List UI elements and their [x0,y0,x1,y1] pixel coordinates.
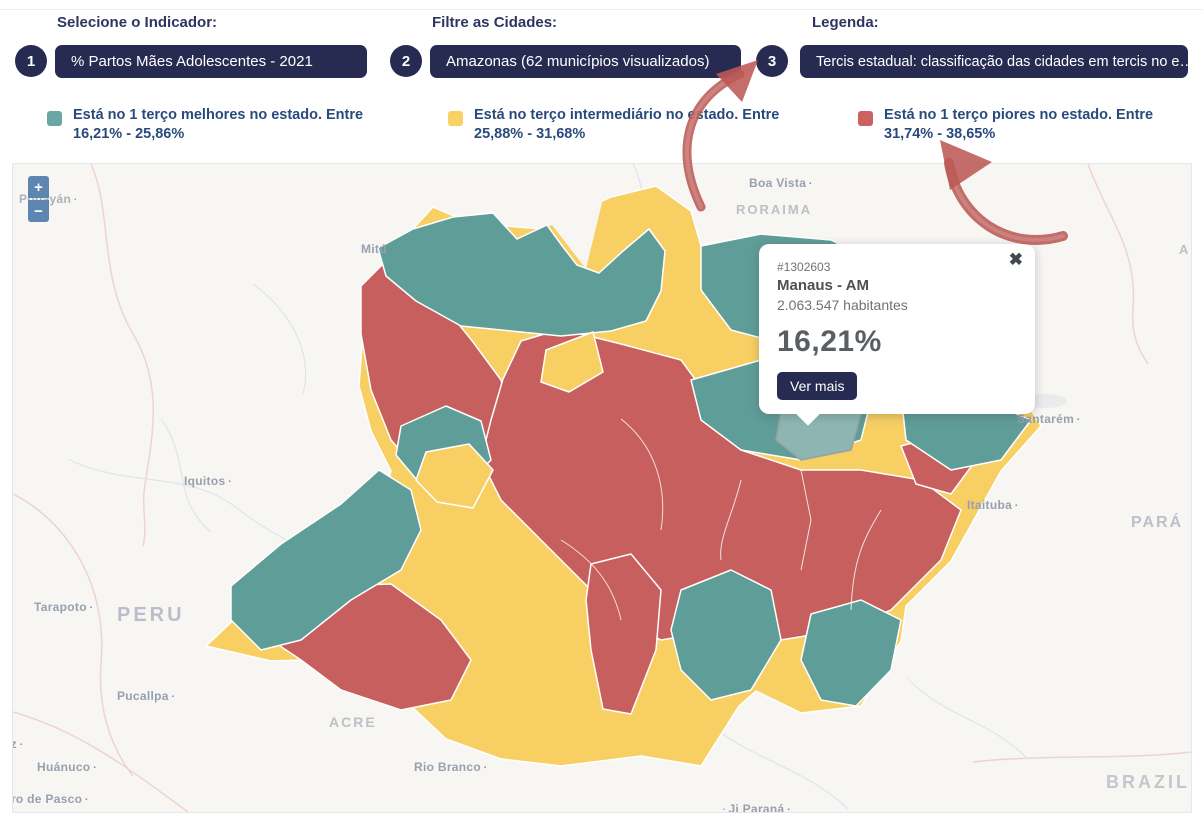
municipality-region[interactable] [800,599,902,707]
legend-item-worst: Está no 1 terço piores no estado. Entre … [858,106,1180,145]
map-label-itaituba: Itaituba [967,498,1018,512]
map-notch [549,186,606,269]
map-label-amapa: AM [1179,242,1191,257]
map-label-acre: ACRE [329,714,377,730]
legend-select[interactable]: Tercis estadual: classificação das cidad… [800,45,1188,78]
indicator-select[interactable]: % Partos Mães Adolescentes - 2021 [55,45,367,78]
indicator-label: Selecione o Indicador: [57,14,218,31]
map-label-boa-vista: Boa Vista [749,176,812,190]
legend-swatch-mid [448,111,463,126]
step-1-badge: 1 [15,45,47,77]
zoom-in-button[interactable]: + [28,176,49,198]
municipality-region[interactable] [415,443,494,509]
step-3-badge: 3 [756,45,788,77]
legend-label: Legenda: [812,14,879,31]
map-label-iquitos: Iquitos [184,474,231,488]
cities-select[interactable]: Amazonas (62 municípios visualizados) [430,45,741,78]
map-label-santarem: Santarém [1017,412,1080,426]
map-label-iz: iz [13,737,22,751]
map-container[interactable]: Popayán Boa Vista RORAIMA Mitú Iquitos P… [12,163,1192,813]
map-label-peru: PERU [117,604,185,626]
municipality-region[interactable] [377,212,666,337]
map-label-mitu: Mitú [361,242,392,256]
legend-item-best: Está no 1 terço melhores no estado. Entr… [47,106,399,145]
cities-label: Filtre as Cidades: [432,14,558,31]
municipality-region[interactable] [230,469,422,651]
municipality-region[interactable] [540,331,604,393]
close-icon[interactable]: ✖ [1008,250,1023,269]
map-label-para: PARÁ [1131,514,1184,531]
top-divider [0,9,1203,10]
popup-indicator-value: 16,21% [777,325,882,358]
map-label-roraima: RORAIMA [736,202,813,217]
legend-item-mid: Está no terço intermediário no estado. E… [448,106,808,145]
choropleth-map[interactable] [13,164,1191,812]
popup-city-name: Manaus - AM [777,277,869,294]
municipality-region[interactable] [670,569,782,701]
municipal-borders [560,418,882,621]
legend-swatch-worst [858,111,873,126]
map-label-rio-branco: Rio Branco [414,760,486,774]
map-label-tarapoto: Tarapoto [34,600,92,614]
map-label-cerro-de-pasco: erro de Pasco [13,792,88,806]
popup-population: 2.063.547 habitantes [777,297,908,313]
ver-mais-button[interactable]: Ver mais [777,372,858,400]
map-label-huanuco: Huánuco [37,760,96,774]
zoom-out-button[interactable]: − [28,200,49,222]
map-label-pucallpa: Pucallpa [117,689,174,703]
popup-ibge-code: #1302603 [777,260,831,274]
municipality-region[interactable] [585,553,662,715]
legend-text-best: Está no 1 terço melhores no estado. Entr… [73,107,364,143]
map-zoom-control: + − [28,176,49,222]
map-label-brazil: BRAZIL [1106,772,1190,792]
legend-text-worst: Está no 1 terço piores no estado. Entre … [884,107,1154,143]
legend-swatch-best [47,111,62,126]
legend-text-mid: Está no terço intermediário no estado. E… [474,107,780,143]
step-2-badge: 2 [390,45,422,77]
map-label-ji-parana: Ji Paraná [723,802,790,812]
municipality-popup: ✖ #1302603 Manaus - AM 2.063.547 habitan… [759,244,1035,426]
